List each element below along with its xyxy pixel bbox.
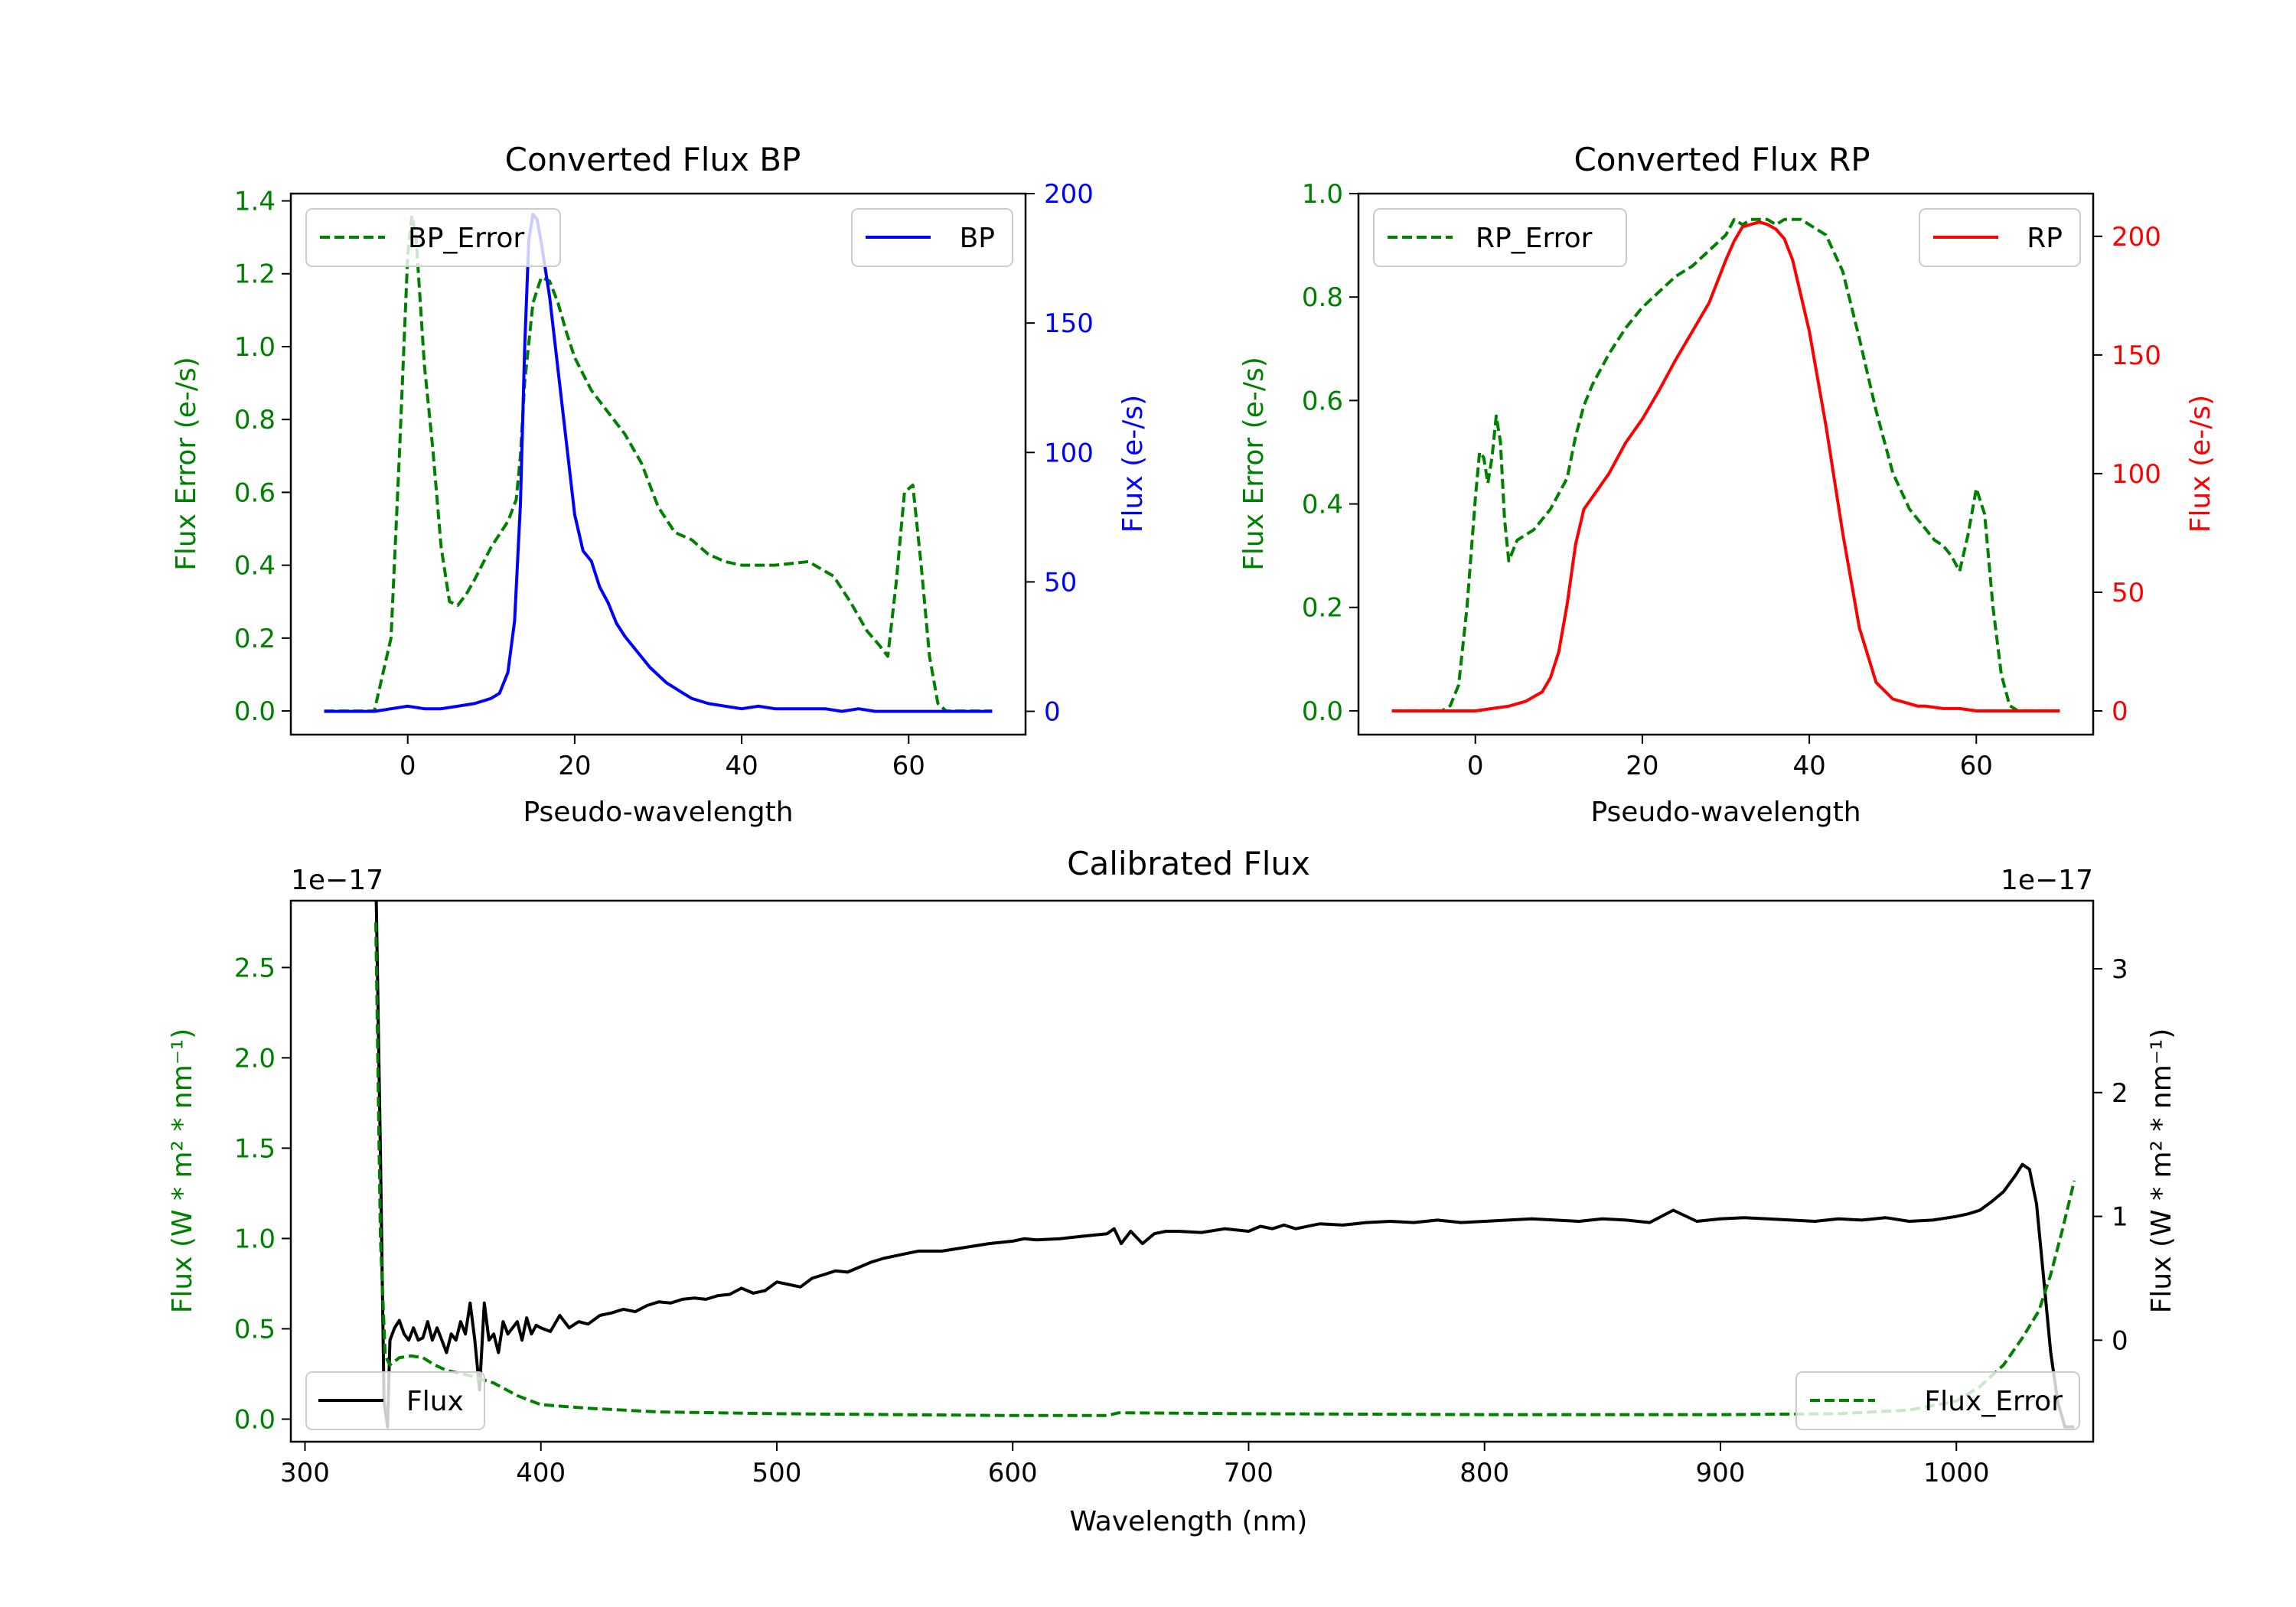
cal-panel: Calibrated Flux 1e−17 1e−17 Wavelength (… xyxy=(167,845,2177,1537)
rp-title: Converted Flux RP xyxy=(1574,141,1870,178)
bp-xtick-label: 20 xyxy=(558,751,591,781)
cal-xtick-label: 400 xyxy=(516,1458,566,1488)
cal-xtick-label: 300 xyxy=(280,1458,330,1488)
cal-xtick-label: 700 xyxy=(1224,1458,1274,1488)
rp-ytick-left-label: 0.4 xyxy=(1302,490,1343,520)
rp-ylabel-left: Flux Error (e-/s) xyxy=(1238,357,1270,571)
rp-ytick-left-label: 0.8 xyxy=(1302,282,1343,313)
bp-ytick-left-label: 1.4 xyxy=(234,187,276,217)
rp-legend-right: RP xyxy=(1919,208,2081,267)
rp-ytick-left-label: 0.6 xyxy=(1302,386,1343,416)
rp-ytick-right-label: 50 xyxy=(2112,578,2144,608)
bp-xtick-label: 60 xyxy=(892,751,925,781)
cal-xtick-label: 900 xyxy=(1696,1458,1746,1488)
bp-series-bp xyxy=(324,213,993,713)
cal-ytick-right-label: 2 xyxy=(2112,1078,2128,1109)
cal-xtick-label: 500 xyxy=(752,1458,802,1488)
bp-ytick-left-label: 0.6 xyxy=(234,478,276,508)
rp-ytick-left-label: 1.0 xyxy=(1302,179,1343,210)
rp-xtick-label: 0 xyxy=(1467,751,1484,781)
cal-ytick-left-label: 0.0 xyxy=(234,1404,276,1435)
rp-ytick-right-label: 150 xyxy=(2112,341,2161,371)
bp-ytick-right-label: 150 xyxy=(1044,308,1094,339)
bp-ylabel-right: Flux (e-/s) xyxy=(1117,395,1149,533)
bp-legend-right-label: BP xyxy=(960,223,995,254)
cal-title: Calibrated Flux xyxy=(1067,845,1310,882)
cal-xtick-label: 1000 xyxy=(1923,1458,1990,1488)
bp-xtick-label: 40 xyxy=(725,751,758,781)
cal-ytick-left-label: 2.0 xyxy=(234,1043,276,1074)
bp-ytick-left-label: 0.2 xyxy=(234,624,276,654)
bp-ytick-left-label: 0.8 xyxy=(234,405,276,435)
rp-xtick-label: 20 xyxy=(1626,751,1658,781)
bp-ytick-left-label: 0.4 xyxy=(234,551,276,582)
cal-legend-left-label: Flux xyxy=(406,1386,464,1417)
bp-legend-right: BP xyxy=(851,208,1013,267)
rp-xtick-label: 40 xyxy=(1792,751,1825,781)
rp-ylabel-right: Flux (e-/s) xyxy=(2185,395,2216,533)
cal-ytick-right-label: 1 xyxy=(2112,1202,2128,1233)
bp-axes-frame xyxy=(289,192,1027,736)
rp-xtick-label: 60 xyxy=(1960,751,1993,781)
bp-title: Converted Flux BP xyxy=(505,141,801,178)
bp-ylabel-left: Flux Error (e-/s) xyxy=(171,357,202,571)
bp-xtick-label: 0 xyxy=(400,751,416,781)
rp-panel: Converted Flux RP Pseudo-wavelength Flux… xyxy=(1238,141,2216,828)
cal-xlabel: Wavelength (nm) xyxy=(1070,1506,1308,1537)
bp-legend-left: BP_Error xyxy=(305,208,561,267)
cal-series-flux xyxy=(374,901,2075,1429)
cal-ytick-left-label: 1.0 xyxy=(234,1224,276,1254)
cal-xtick-label: 800 xyxy=(1459,1458,1509,1488)
rp-plot xyxy=(1391,217,2060,712)
cal-ylabel-left: Flux (W * m² * nm⁻¹) xyxy=(167,1028,198,1314)
cal-ylabel-right: Flux (W * m² * nm⁻¹) xyxy=(2146,1028,2177,1314)
cal-legend-right: Flux_Error xyxy=(1795,1371,2080,1430)
rp-ytick-right-label: 100 xyxy=(2112,459,2161,490)
rp-ytick-right-label: 0 xyxy=(2112,696,2128,727)
rp-legend-left-label: RP_Error xyxy=(1476,223,1593,254)
bp-ytick-left-label: 1.2 xyxy=(234,259,276,290)
rp-ytick-right-label: 200 xyxy=(2112,222,2161,253)
cal-ytick-right-label: 0 xyxy=(2112,1325,2128,1356)
cal-ytick-right-label: 3 xyxy=(2112,954,2128,985)
bp-ytick-right-label: 100 xyxy=(1044,438,1094,468)
rp-series-rp-error xyxy=(1391,217,2060,712)
bp-ytick-left-label: 0.0 xyxy=(234,696,276,727)
cal-ytick-left-label: 1.5 xyxy=(234,1133,276,1164)
bp-ytick-right-label: 200 xyxy=(1044,179,1094,210)
bp-legend-left-label: BP_Error xyxy=(408,223,524,254)
cal-legend-right-label: Flux_Error xyxy=(1924,1386,2063,1417)
bp-xlabel: Pseudo-wavelength xyxy=(523,797,793,828)
rp-ytick-left-label: 0.2 xyxy=(1302,593,1343,624)
bp-panel: Converted Flux BP Pseudo-wavelength Flux… xyxy=(171,141,1149,828)
bp-plot xyxy=(324,213,993,713)
cal-ytick-left-label: 2.5 xyxy=(234,953,276,983)
cal-offset-right: 1e−17 xyxy=(2001,865,2093,896)
bp-ytick-right-label: 0 xyxy=(1044,697,1061,728)
bp-ytick-right-label: 50 xyxy=(1044,567,1077,598)
cal-legend-left: Flux xyxy=(305,1371,485,1430)
rp-ytick-left-label: 0.0 xyxy=(1302,696,1343,727)
cal-axes-frame xyxy=(289,899,2095,1443)
cal-offset-left: 1e−17 xyxy=(291,865,383,896)
cal-xtick-label: 600 xyxy=(988,1458,1038,1488)
rp-axes-frame xyxy=(1357,192,2095,736)
rp-legend-left: RP_Error xyxy=(1373,208,1627,267)
rp-legend-right-label: RP xyxy=(2027,223,2063,254)
cal-ytick-left-label: 0.5 xyxy=(234,1314,276,1345)
rp-series-rp xyxy=(1391,220,2060,712)
bp-series-bp-error xyxy=(324,214,993,713)
rp-xlabel: Pseudo-wavelength xyxy=(1590,797,1861,828)
bp-ytick-left-label: 1.0 xyxy=(234,332,276,363)
